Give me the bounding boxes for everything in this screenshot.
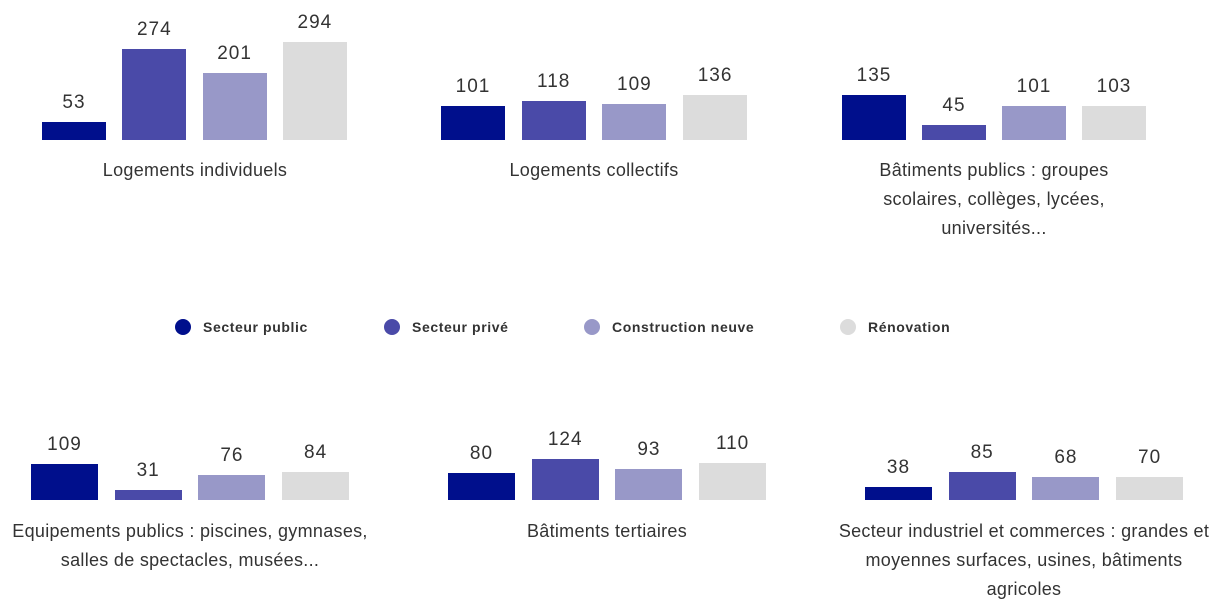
bar [282,472,350,500]
panel-title: Logements individuels [102,160,288,180]
legend-swatch [384,319,400,335]
legend-item: Secteur privé [384,319,509,335]
bar [683,94,748,140]
bar [198,474,266,500]
legend-swatch [175,319,191,335]
bar [31,463,98,500]
panel-title: Logements collectifs [509,160,679,180]
legend-label: Rénovation [868,319,951,335]
value-label: 70 [1138,446,1162,468]
value-label: 76 [220,444,244,466]
legend-swatch [840,319,856,335]
bar [865,487,932,500]
value-label: 38 [886,457,911,479]
bar [531,458,599,500]
bar [948,471,1016,500]
bar [922,125,986,140]
value-label: 136 [697,64,733,86]
panel-title: Bâtiments tertiaires [526,521,688,541]
value-label: 85 [970,441,994,463]
value-label: 45 [942,95,966,116]
value-label: 109 [617,73,652,95]
bar [615,469,683,500]
value-label: 84 [304,442,328,464]
value-label: 93 [637,439,661,461]
value-label: 53 [62,92,86,114]
value-label: 135 [856,65,892,87]
bar [1032,477,1100,500]
bar [202,73,267,140]
legend-item: Construction neuve [584,319,754,335]
bar [114,489,182,500]
panel-title: Bâtiments publics : groupes scolaires, c… [879,160,1109,238]
legend-item: Secteur public [175,319,308,335]
value-label: 31 [136,459,160,481]
panel-title: Equipements publics : piscines, gymnases… [12,521,368,570]
value-label: 109 [47,433,82,455]
bar [1002,106,1066,140]
bar [42,122,106,140]
value-label: 274 [136,18,172,40]
bar [1116,476,1184,500]
bar [282,42,347,140]
legend-swatch [584,319,600,335]
value-label: 101 [455,76,491,98]
value-label: 110 [715,433,750,455]
legend-label: Construction neuve [612,319,755,335]
value-label: 118 [537,70,571,92]
legend-label: Secteur public [203,319,308,335]
bar [699,463,767,500]
value-label: 124 [547,428,583,450]
bar [448,473,515,500]
legend-item: Rénovation [840,319,950,335]
value-label: 201 [217,43,252,65]
bar [521,100,586,140]
value-label: 80 [469,443,494,465]
legend-label: Secteur privé [412,319,509,335]
bar [441,106,505,140]
bar [122,48,187,140]
bar [602,103,667,140]
legend: Secteur public Secteur privé Construction … [0,319,1221,343]
bar [842,95,906,140]
bar [1082,105,1146,140]
value-label: 101 [1016,76,1052,98]
value-label: 103 [1096,75,1132,97]
panel-title: Secteur industriel et commerces : grande… [838,521,1210,599]
value-label: 294 [297,12,333,34]
value-label: 68 [1054,447,1078,469]
